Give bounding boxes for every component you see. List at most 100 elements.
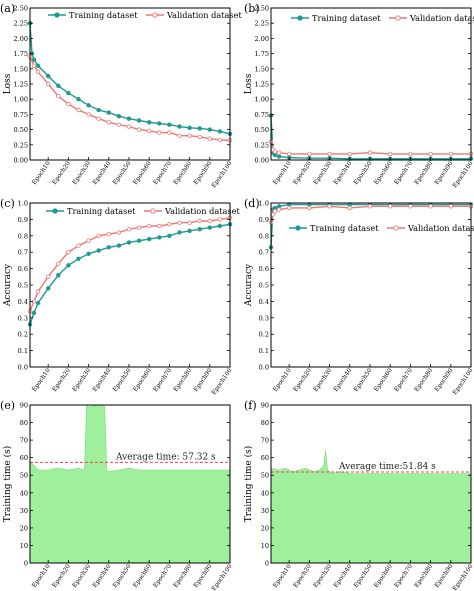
data-point [187, 228, 192, 234]
data-point [217, 137, 223, 143]
y-tick-label: 0 [24, 560, 28, 568]
legend-label: Validation dataset [164, 206, 240, 216]
y-tick-label: 50 [20, 472, 28, 480]
data-point [46, 73, 51, 79]
series-validation [27, 54, 233, 143]
panel-c: (c) 0.0 0.1 0.2 0.3 0.4 0.5 0.6 0.7 0.8 0.9 1.0 Epoc… [0, 197, 240, 396]
y-tick-label: 0.00 [255, 157, 269, 165]
panel-label: (a) [0, 2, 15, 15]
plot-frame [270, 404, 472, 564]
data-point [106, 120, 111, 125]
x-tick-label: Epoch20 [51, 563, 72, 589]
y-tick-label: 0.1 [18, 347, 28, 355]
y-tick-label: 50 [261, 472, 269, 480]
x-tick-label: Epoch60 [132, 160, 153, 186]
y-tick-label: 2.25 [255, 20, 269, 28]
x-tick-label: Epoch90 [192, 367, 213, 393]
data-point [46, 81, 51, 87]
data-point [96, 107, 101, 113]
y-tick-label: 0.50 [14, 126, 28, 134]
legend-marker [54, 12, 60, 18]
series-validation [268, 204, 474, 225]
x-tick-label: Epoch50 [112, 160, 133, 186]
x-tick-label: Epoch10 [272, 160, 293, 186]
x-tick-label: Epoch80 [172, 563, 193, 589]
data-point [207, 127, 212, 132]
x-tick-label: Epoch40 [91, 367, 112, 393]
y-tick-label: 70 [20, 437, 28, 445]
data-point [167, 233, 172, 238]
legend-label: Validation dataset [166, 10, 242, 20]
y-tick-label: 0.8 [18, 232, 28, 240]
x-tick-label: Epoch30 [71, 160, 92, 186]
legend-marker [152, 12, 158, 18]
y-tick-label: 1.0 [18, 200, 28, 208]
data-point [126, 240, 132, 245]
data-point [276, 154, 282, 159]
x-tick-label: Epoch20 [51, 367, 72, 393]
panel-label: (b) [244, 2, 260, 15]
y-axis-label: Loss [244, 73, 254, 94]
x-tick-label: Epoch60 [373, 160, 394, 186]
legend-label: Training dataset [69, 10, 138, 20]
data-point [106, 231, 111, 237]
data-point [76, 96, 81, 102]
y-tick-label: 0.0 [18, 364, 28, 372]
data-point [272, 149, 278, 154]
y-tick-label: 2.50 [255, 5, 269, 13]
x-tick-label: Epoch30 [71, 563, 92, 589]
plot-frame [270, 7, 472, 161]
series-training [27, 21, 233, 137]
data-point [136, 118, 142, 123]
data-point [197, 218, 202, 224]
data-point [126, 226, 132, 232]
y-tick-label: 0.6 [259, 265, 269, 273]
x-tick-label: Epoch60 [373, 367, 394, 393]
x-tick-label: Epoch20 [292, 160, 313, 186]
series-validation [268, 139, 474, 157]
y-tick-label: 2.00 [14, 35, 28, 43]
series-training [27, 222, 233, 327]
y-tick-label: 1.50 [14, 65, 28, 73]
data-point [46, 274, 51, 279]
data-point [157, 121, 162, 126]
data-point [408, 204, 413, 209]
y-tick-label: 0.2 [259, 331, 269, 339]
y-tick-label: 90 [261, 402, 269, 410]
data-point [276, 150, 282, 155]
data-point [46, 286, 51, 291]
data-point [146, 128, 152, 133]
y-tick-label: 0.1 [259, 347, 269, 355]
average-time-label: Average time: 57.32 s [115, 452, 216, 462]
x-tick-label: Epoch50 [353, 160, 374, 186]
data-point [276, 207, 282, 212]
y-tick-label: 1.0 [259, 200, 269, 208]
data-point [217, 129, 223, 134]
data-point [106, 245, 111, 250]
y-tick-label: 0.0 [259, 364, 269, 372]
x-tick-label: Epoch40 [332, 160, 353, 186]
x-tick-label: Epoch70 [393, 160, 414, 186]
series-line [29, 223, 231, 325]
series-line [29, 217, 231, 312]
x-tick-label: Epoch10 [272, 367, 293, 393]
data-point [66, 249, 71, 255]
data-point [31, 310, 37, 316]
legend-marker [150, 208, 156, 214]
y-tick-label: 10 [20, 542, 28, 550]
y-tick-label: 0.2 [18, 331, 28, 339]
y-tick-label: 60 [20, 454, 28, 462]
y-axis-label: Accuracy [3, 263, 13, 307]
data-point [76, 256, 81, 261]
y-tick-label: 20 [261, 524, 269, 532]
data-point [167, 222, 172, 227]
y-tick-label: 40 [20, 489, 28, 497]
data-point [287, 151, 292, 157]
data-point [35, 69, 41, 74]
y-tick-label: 20 [20, 524, 28, 532]
legend-label: Validation dataset [407, 223, 474, 233]
legend: Training dataset Validation dataset [46, 206, 240, 216]
panel-e: (e) Average time: 57.32 s 0 10 20 30 40 50 60 70 8… [0, 399, 234, 591]
x-tick-label: Epoch30 [312, 160, 333, 186]
